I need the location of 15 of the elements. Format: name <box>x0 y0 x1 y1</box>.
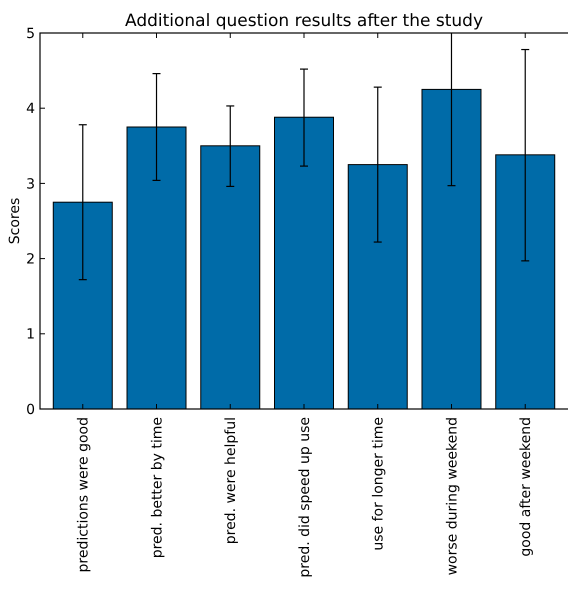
x-tick-label: pred. were helpful <box>223 417 240 544</box>
y-tick-label: 5 <box>26 26 35 42</box>
chart-title: Additional question results after the study <box>124 11 484 31</box>
x-tick-label: use for longer time <box>370 417 387 551</box>
y-tick-label: 4 <box>26 101 36 118</box>
y-tick-label: 2 <box>26 252 35 268</box>
y-tick-label: 3 <box>26 176 35 192</box>
x-tick-label: predictions were good <box>76 417 92 572</box>
y-tick-label: 0 <box>26 402 35 418</box>
x-tick-label: good after weekend <box>518 417 534 557</box>
x-tick-label: worse during weekend <box>444 417 460 576</box>
y-axis-title: Scores <box>6 198 23 244</box>
x-tick-label: pred. did speed up use <box>296 417 313 578</box>
x-tick-label: pred. better by time <box>149 417 166 558</box>
y-tick-label: 1 <box>26 326 35 343</box>
